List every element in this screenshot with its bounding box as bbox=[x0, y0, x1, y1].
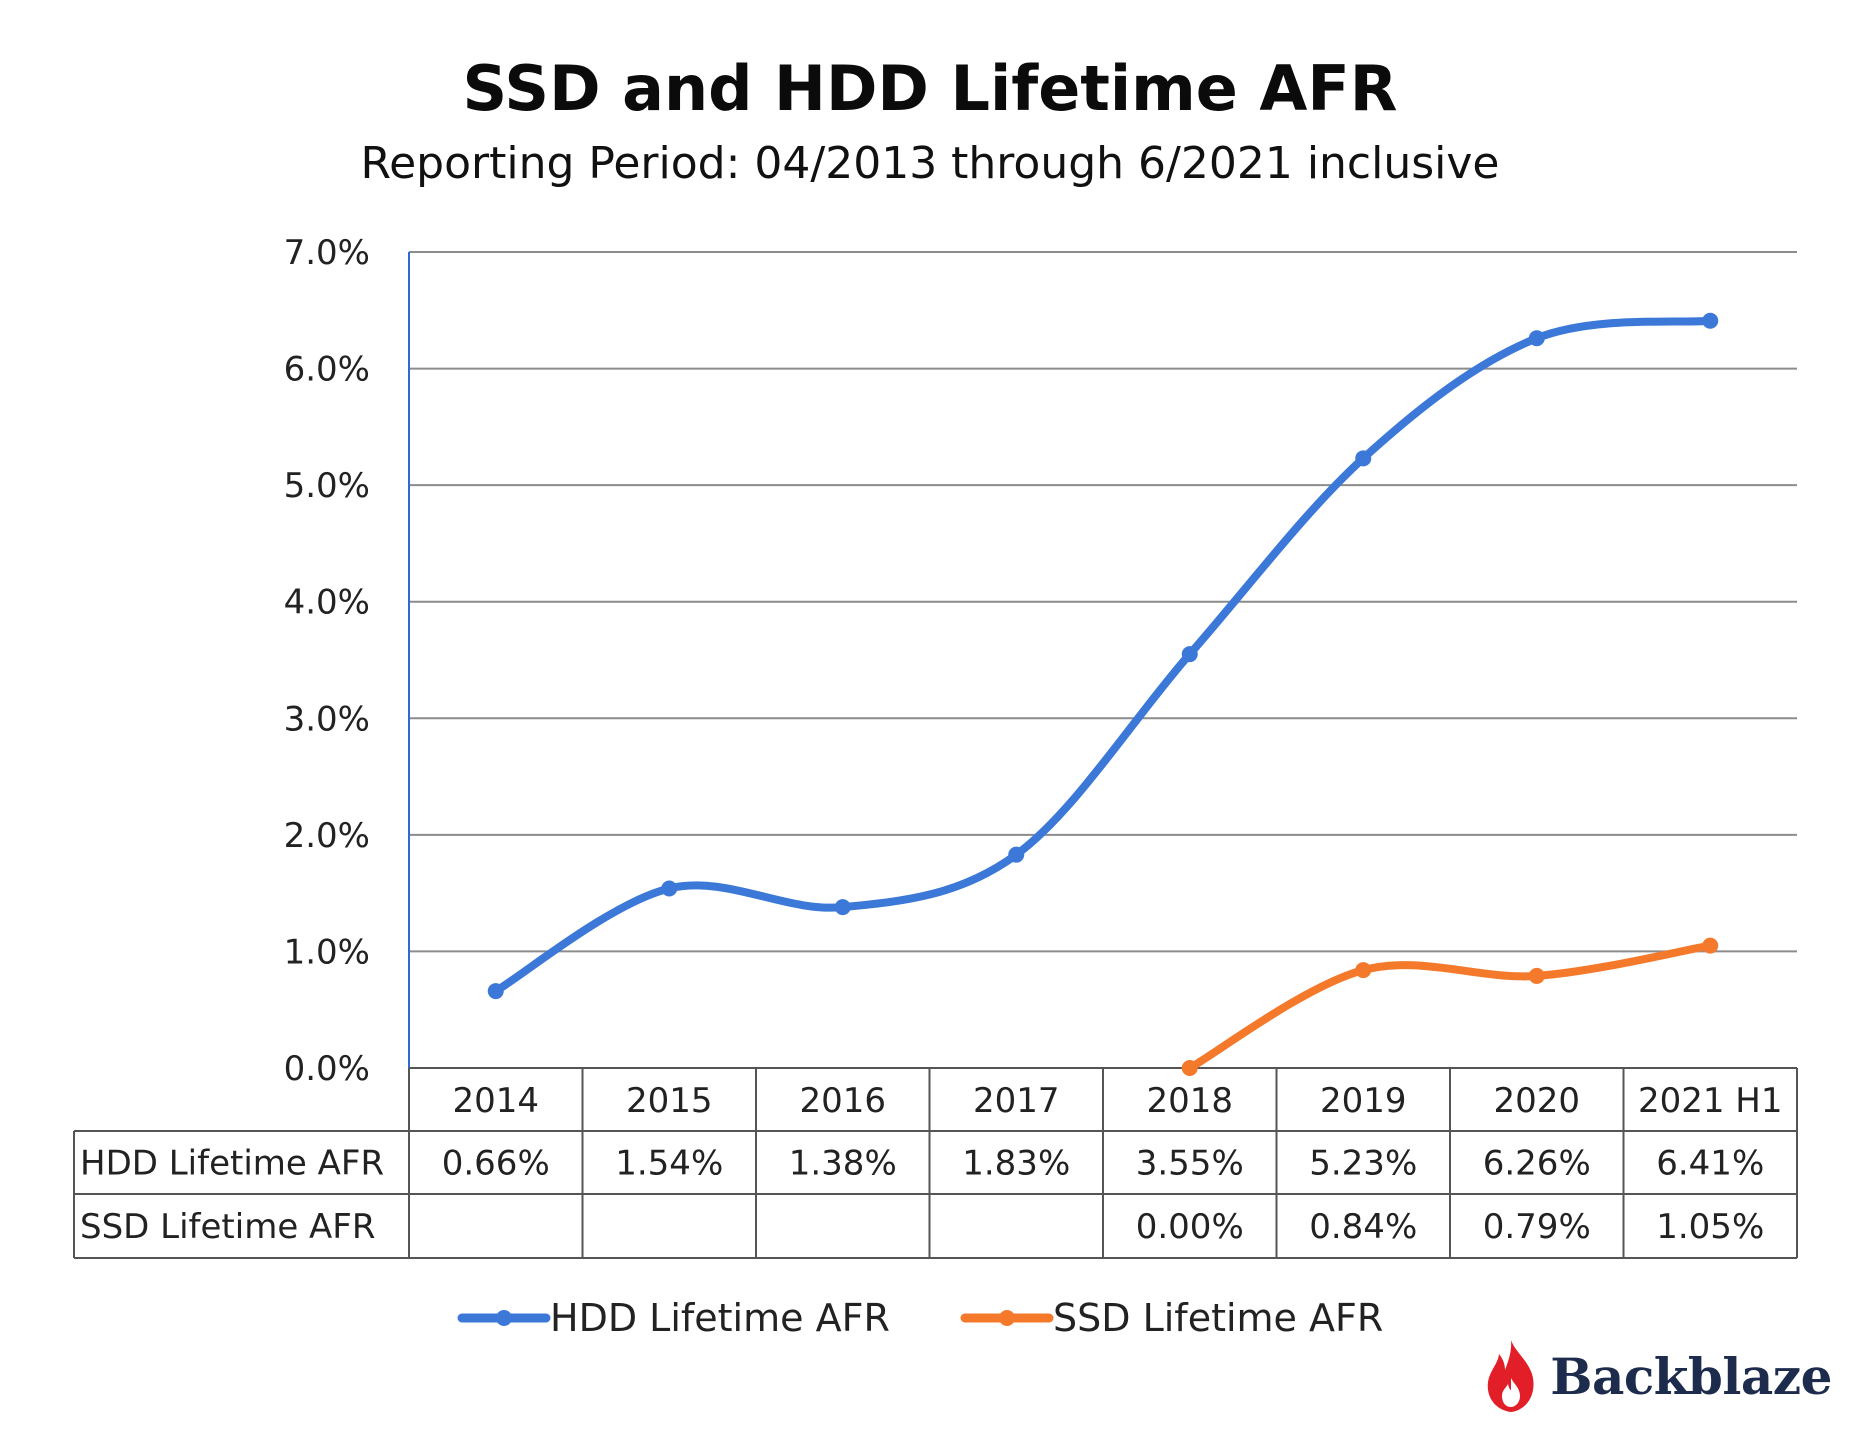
hdd-data-point bbox=[487, 983, 504, 1000]
y-tick-label: 1.0% bbox=[284, 932, 370, 972]
table-row-header: SSD Lifetime AFR bbox=[80, 1207, 376, 1247]
y-tick-label: 7.0% bbox=[284, 233, 370, 273]
y-tick-label: 0.0% bbox=[284, 1049, 370, 1089]
ssd-series-line bbox=[1185, 941, 1715, 1072]
data-label: 0.66% bbox=[442, 1144, 550, 1184]
x-tick-label: 2017 bbox=[973, 1081, 1060, 1121]
ssd-data-point bbox=[1528, 967, 1545, 984]
brand-name: Backblaze bbox=[1550, 1346, 1832, 1406]
y-tick-label: 6.0% bbox=[284, 350, 370, 390]
ssd-data-point bbox=[1355, 962, 1372, 979]
x-tick-label: 2016 bbox=[799, 1081, 886, 1121]
data-label: 5.23% bbox=[1309, 1144, 1417, 1184]
legend-label: HDD Lifetime AFR bbox=[550, 1296, 890, 1340]
data-label: 0.00% bbox=[1136, 1207, 1244, 1247]
x-tick-label: 2021 H1 bbox=[1638, 1081, 1783, 1121]
hdd-data-point bbox=[1702, 312, 1719, 329]
hdd-data-point bbox=[834, 899, 851, 916]
hdd-data-point bbox=[1181, 646, 1198, 663]
data-label: 1.38% bbox=[789, 1144, 897, 1184]
ssd-legend-marker bbox=[999, 1310, 1015, 1326]
data-label: 6.41% bbox=[1656, 1144, 1764, 1184]
data-label: 0.84% bbox=[1309, 1207, 1417, 1247]
ssd-data-point bbox=[1702, 937, 1719, 954]
hdd-data-point bbox=[1355, 450, 1372, 467]
table-row-header: HDD Lifetime AFR bbox=[80, 1144, 384, 1184]
data-label: 1.54% bbox=[615, 1144, 723, 1184]
y-tick-label: 2.0% bbox=[284, 816, 370, 856]
data-label: 6.26% bbox=[1483, 1144, 1591, 1184]
chart-subtitle: Reporting Period: 04/2013 through 6/2021… bbox=[360, 138, 1500, 189]
hdd-series-line bbox=[491, 316, 1715, 996]
hdd-data-point bbox=[1528, 330, 1545, 347]
data-label: 3.55% bbox=[1136, 1144, 1244, 1184]
x-tick-label: 2020 bbox=[1493, 1081, 1580, 1121]
x-tick-label: 2014 bbox=[452, 1081, 539, 1121]
x-tick-label: 2019 bbox=[1320, 1081, 1407, 1121]
data-label: 1.05% bbox=[1656, 1207, 1764, 1247]
ssd-data-point bbox=[1181, 1060, 1198, 1076]
data-label: 1.83% bbox=[962, 1144, 1070, 1184]
hdd-data-point bbox=[1008, 846, 1025, 863]
hdd-legend-marker bbox=[496, 1310, 512, 1326]
y-tick-label: 5.0% bbox=[284, 466, 370, 506]
x-tick-label: 2015 bbox=[626, 1081, 713, 1121]
y-tick-label: 3.0% bbox=[284, 699, 370, 739]
chart-title: SSD and HDD Lifetime AFR bbox=[462, 52, 1398, 125]
brand-logo: Backblaze bbox=[1484, 1338, 1832, 1414]
data-label: 0.79% bbox=[1483, 1207, 1591, 1247]
hdd-data-point bbox=[661, 880, 678, 897]
y-tick-label: 4.0% bbox=[284, 583, 370, 623]
x-tick-label: 2018 bbox=[1146, 1081, 1233, 1121]
flame-icon bbox=[1487, 1340, 1534, 1412]
legend-label: SSD Lifetime AFR bbox=[1053, 1296, 1383, 1340]
